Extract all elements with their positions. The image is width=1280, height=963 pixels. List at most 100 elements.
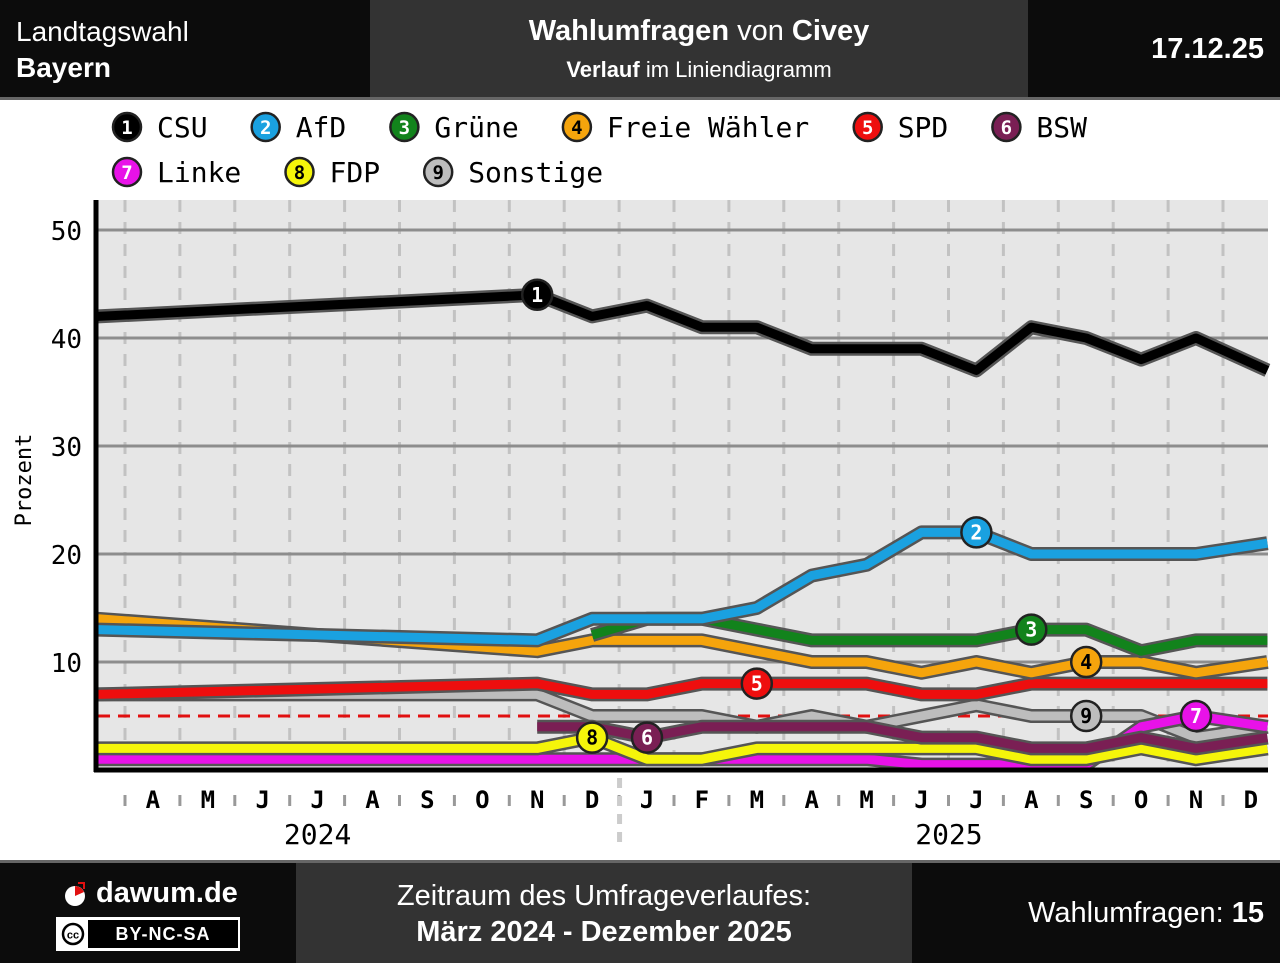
- election-label: Landtagswahl Bayern: [0, 0, 370, 97]
- line-chart: 1 2 3 4 5 6 7 8 9 10 20 30 40 50 Prozent A M J J A S O N D J F M A M…: [12, 111, 1271, 851]
- x-tick-label: A: [804, 786, 819, 814]
- badge-circle: [630, 721, 664, 754]
- plot-area: [98, 200, 1268, 770]
- legend-number: 9: [432, 162, 443, 184]
- x-tick-label: J: [255, 786, 269, 814]
- poll-count-label: Wahlumfragen:: [1028, 897, 1232, 929]
- legend-swatch: [111, 111, 143, 143]
- badge-number: 8: [586, 726, 598, 750]
- cc-text: cc: [67, 930, 79, 942]
- dawum-logo-icon: [65, 881, 85, 906]
- badge-number: 7: [1190, 704, 1202, 728]
- x-tick-label: J: [914, 786, 928, 814]
- badge-number: 5: [751, 672, 763, 696]
- series-line-afd: [97, 527, 1269, 645]
- x-tick-label: M: [859, 786, 873, 814]
- legend-swatch: [991, 111, 1022, 143]
- badge-circle: [1179, 699, 1213, 733]
- site-logo[interactable]: dawum.de: [62, 877, 238, 910]
- series-line-spd: [97, 679, 1268, 699]
- legend-item-grüne: 3 Grüne: [389, 111, 519, 144]
- legend-item-spd: 5 SPD: [852, 111, 949, 144]
- site-name: dawum.de: [96, 877, 238, 909]
- legend-item-afd: 2 AfD: [250, 111, 347, 144]
- badge-circle: [520, 278, 554, 312]
- license-badge[interactable]: cc BY-NC-SA: [56, 917, 240, 951]
- legend-label: BSW: [1036, 111, 1087, 144]
- series-badge-4: 4: [1069, 645, 1103, 679]
- y-axis-title: Prozent: [12, 434, 37, 527]
- legend-label: SPD: [898, 111, 949, 144]
- x-tick-label: F: [695, 786, 709, 814]
- series-badge-5: 5: [740, 667, 774, 700]
- x-tick-label: D: [1244, 786, 1258, 814]
- license-text: BY-NC-SA: [88, 920, 238, 948]
- series-badge-7: 7: [1179, 699, 1213, 733]
- subtitle-part-1: Verlauf: [566, 57, 640, 82]
- badge-number: 3: [1025, 618, 1037, 642]
- chart-subtitle: Verlauf im Liniendiagramm: [370, 57, 1028, 83]
- series-badge-2: 2: [960, 516, 993, 549]
- legend-number: 1: [121, 117, 132, 139]
- poll-count-value: 15: [1231, 897, 1264, 929]
- x-tick-label: O: [1134, 786, 1148, 814]
- y-tick-label: 50: [51, 217, 82, 247]
- series-badge-6: 6: [630, 721, 664, 754]
- legend-item-csu: 1 CSU: [111, 111, 208, 144]
- legend-item-sonstige: 9 Sonstige: [422, 156, 603, 189]
- legend-number: 4: [571, 117, 582, 139]
- legend-number: 2: [260, 117, 271, 139]
- badge-number: 2: [970, 520, 982, 544]
- legend-item-bsw: 6 BSW: [991, 111, 1087, 144]
- series-badge-3: 3: [1015, 613, 1048, 646]
- legend-label: AfD: [296, 111, 347, 144]
- legend-swatch: [250, 111, 281, 143]
- x-tick-label: A: [365, 786, 380, 814]
- y-tick-label: 40: [51, 325, 82, 355]
- legend-number: 3: [399, 117, 410, 139]
- legend-swatch: [852, 111, 883, 143]
- series-line-freie-wähler: [97, 614, 1269, 678]
- x-tick-label: N: [1189, 786, 1203, 814]
- x-tick-label: S: [1079, 786, 1093, 814]
- series-badge-8: 8: [575, 721, 609, 754]
- series-line-csu: [97, 290, 1270, 375]
- subtitle-part-2: im Liniendiagramm: [639, 57, 832, 82]
- badge-circle: [1069, 645, 1103, 679]
- legend-label: CSU: [157, 111, 208, 144]
- x-tick-label: S: [420, 786, 434, 814]
- chart-title: Wahlumfragen von Civey: [370, 15, 1028, 48]
- legend-swatch: [284, 156, 315, 188]
- title-part-1: Wahlumfragen: [528, 15, 730, 47]
- badge-number: 4: [1080, 650, 1092, 674]
- x-tick-label: A: [146, 786, 161, 814]
- series-badge-1: 1: [520, 278, 554, 312]
- x-tick-label: J: [640, 786, 654, 814]
- badge-circle: [1069, 699, 1103, 733]
- title-part-2: von: [729, 15, 792, 47]
- header-bar: Landtagswahl Bayern Wahlumfragen von Civ…: [0, 0, 1280, 100]
- x-tick-label: N: [530, 786, 544, 814]
- legend-label: Freie Wähler: [607, 111, 809, 144]
- legend-swatch: [111, 156, 143, 188]
- legend-item-fdp: 8 FDP: [284, 156, 380, 189]
- x-tick-label: A: [1024, 786, 1039, 814]
- legend-swatch: [422, 156, 454, 188]
- x-tick-label: J: [969, 786, 983, 814]
- legend-label: Grüne: [434, 111, 518, 144]
- x-tick-label: M: [201, 786, 215, 814]
- badge-circle: [575, 721, 609, 754]
- period-label: Zeitraum des Umfrageverlaufes:: [396, 880, 812, 912]
- badge-number: 1: [531, 283, 543, 307]
- footer-bar: dawum.de cc BY-NC-SA Zeitraum des Umfrag…: [0, 860, 1280, 963]
- legend-swatch: [561, 111, 593, 143]
- badge-circle: [960, 516, 993, 549]
- legend-number: 7: [121, 162, 132, 184]
- x-tick-label: D: [585, 786, 599, 814]
- y-tick-label: 10: [51, 649, 82, 679]
- year-label: 2025: [915, 818, 982, 851]
- period-value: März 2024 - Dezember 2025: [416, 916, 792, 948]
- footer-branding: dawum.de cc BY-NC-SA: [0, 863, 296, 963]
- election-type: Landtagswahl: [16, 16, 189, 47]
- election-region: Bayern: [16, 52, 111, 83]
